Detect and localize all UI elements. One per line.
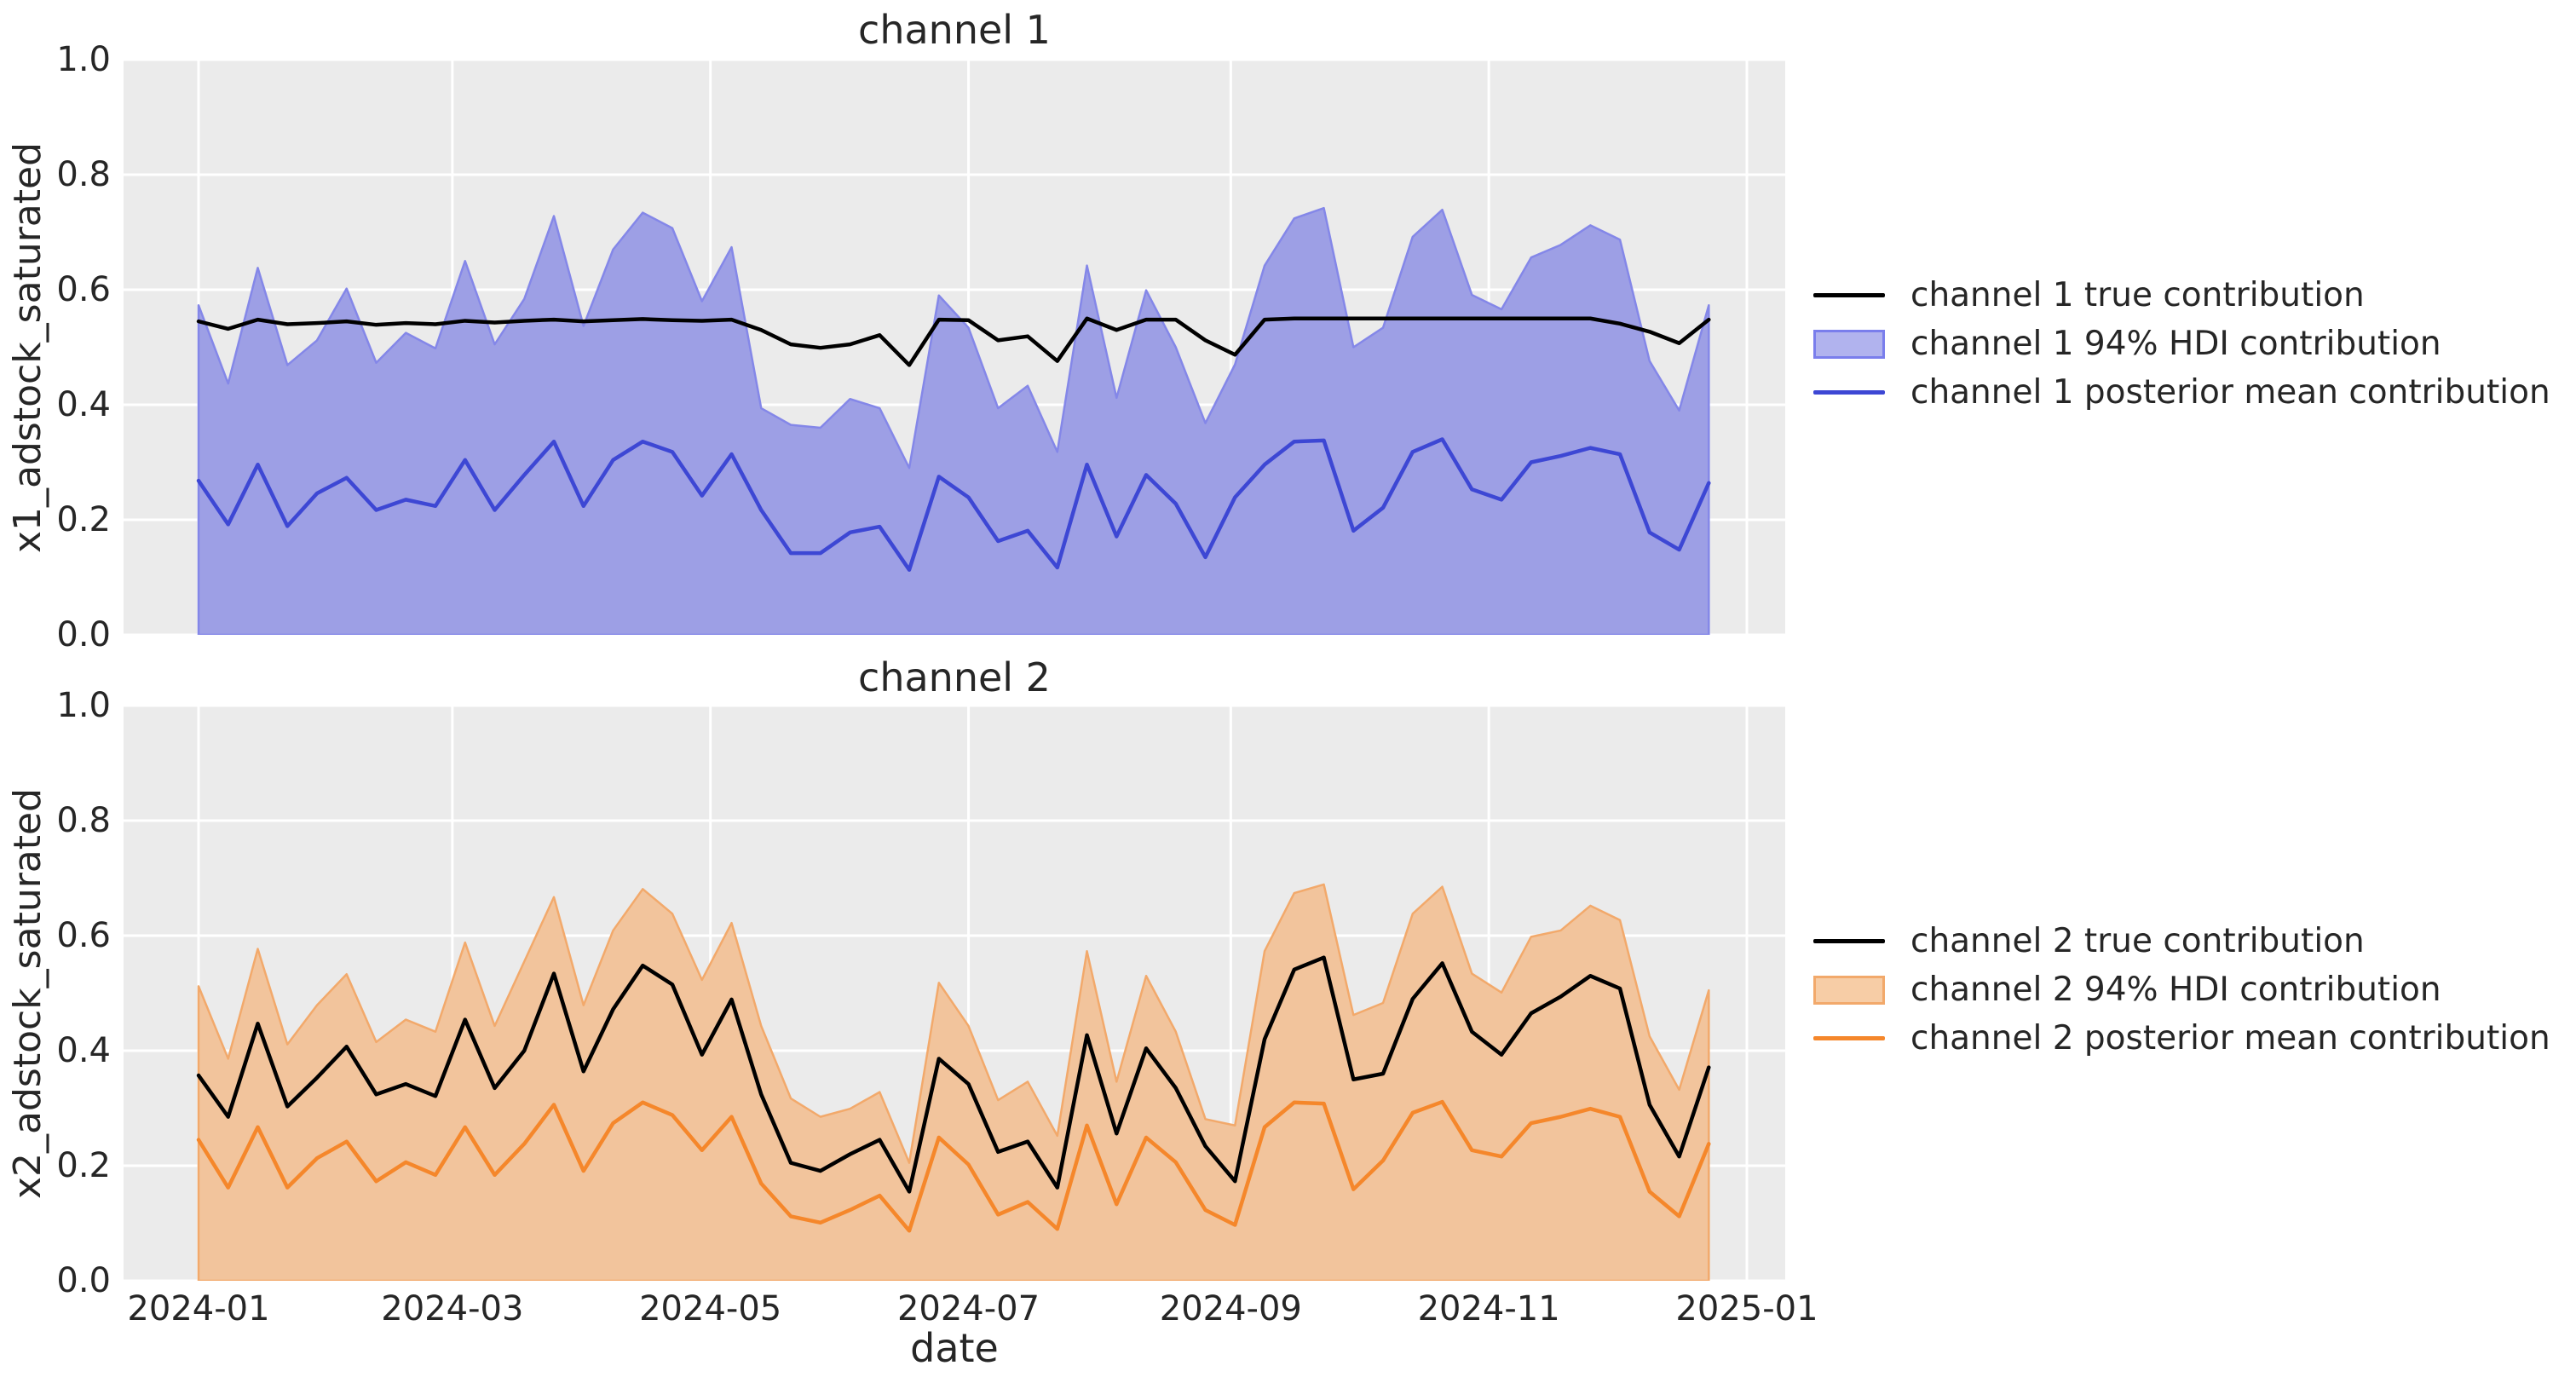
hdi-band-icon xyxy=(1813,975,1885,1005)
legend-label: channel 2 posterior mean contribution xyxy=(1910,1019,2550,1057)
y-tick-label: 0.8 xyxy=(56,155,111,194)
channel-2-chart xyxy=(124,706,1785,1281)
x-tick-label: 2024-09 xyxy=(1159,1289,1302,1328)
x-tick-label: 2024-03 xyxy=(381,1289,524,1328)
true-line-icon xyxy=(1813,293,1885,297)
legend-row: channel 2 94% HDI contribution xyxy=(1813,965,2576,1014)
x-tick-label: 2025-01 xyxy=(1675,1289,1818,1328)
y-tick-label: 0.2 xyxy=(56,1146,111,1185)
legend-channel-2: channel 2 true contribution channel 2 94… xyxy=(1813,917,2576,1063)
y-tick-label: 0.2 xyxy=(56,500,111,539)
true-line-icon xyxy=(1813,939,1885,943)
posterior-mean-line xyxy=(196,1099,1711,1233)
true-contribution-line xyxy=(196,316,1711,367)
x-tick-label: 2024-07 xyxy=(896,1289,1040,1328)
legend-label: channel 1 94% HDI contribution xyxy=(1910,325,2441,363)
y-tick-label: 0.8 xyxy=(56,801,111,840)
chart-title-channel-2: channel 2 xyxy=(858,654,1051,700)
hdi-band-icon xyxy=(1813,329,1885,359)
channel-2-plot-area xyxy=(124,706,1785,1281)
y-tick-label: 0.6 xyxy=(56,270,111,309)
y-tick-label: 0.4 xyxy=(56,1031,111,1070)
hdi-band xyxy=(197,206,1710,635)
posterior-mean-line-icon xyxy=(1813,1036,1885,1040)
channel-1-chart xyxy=(124,60,1785,635)
legend-label: channel 2 94% HDI contribution xyxy=(1910,971,2441,1009)
legend-label: channel 2 true contribution xyxy=(1910,922,2365,960)
chart-title-channel-1: channel 1 xyxy=(858,7,1051,53)
legend-row: channel 2 posterior mean contribution xyxy=(1813,1014,2576,1063)
legend-label: channel 1 true contribution xyxy=(1910,276,2365,314)
legend-row: channel 1 94% HDI contribution xyxy=(1813,320,2576,368)
posterior-mean-line xyxy=(196,437,1711,572)
legend-channel-1: channel 1 true contribution channel 1 94… xyxy=(1813,271,2576,417)
y-tick-label: 1.0 xyxy=(56,40,111,79)
posterior-mean-line-icon xyxy=(1813,390,1885,395)
true-contribution-line xyxy=(196,955,1711,1194)
legend-row: channel 1 true contribution xyxy=(1813,271,2576,320)
y-tick-label: 0.4 xyxy=(56,385,111,424)
y-tick-label: 0.0 xyxy=(56,615,111,654)
x-tick-label: 2024-11 xyxy=(1417,1289,1560,1328)
channel-1-plot-area xyxy=(124,60,1785,635)
y-tick-label: 0.6 xyxy=(56,916,111,955)
legend-row: channel 2 true contribution xyxy=(1813,917,2576,965)
y-tick-label: 1.0 xyxy=(56,686,111,725)
x-tick-label: 2024-01 xyxy=(127,1289,270,1328)
legend-label: channel 1 posterior mean contribution xyxy=(1910,373,2550,412)
legend-row: channel 1 posterior mean contribution xyxy=(1813,368,2576,417)
x-tick-label: 2024-05 xyxy=(639,1289,782,1328)
x-axis-label: date xyxy=(910,1325,999,1371)
y-tick-label: 0.0 xyxy=(56,1261,111,1300)
